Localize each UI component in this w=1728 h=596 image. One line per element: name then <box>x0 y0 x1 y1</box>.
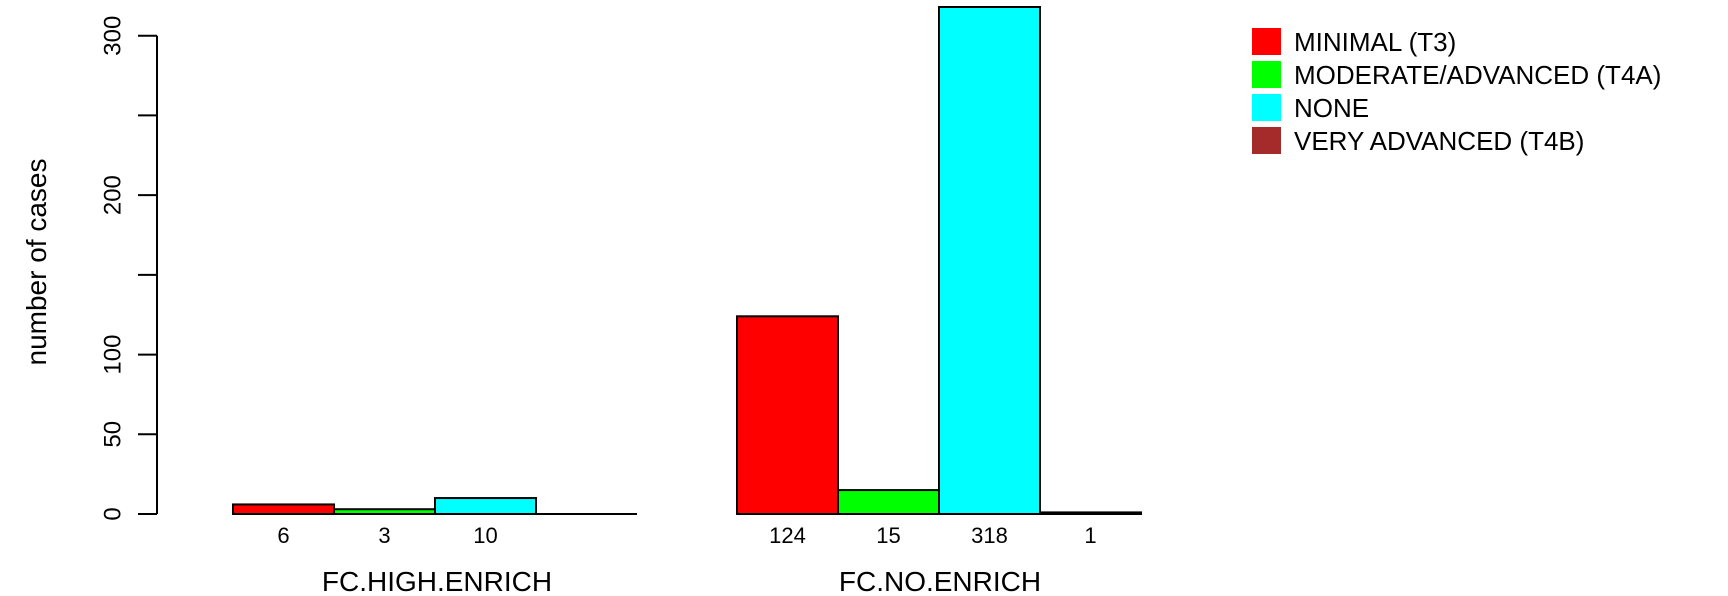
bar-value-label: 318 <box>971 523 1008 548</box>
legend-label: MODERATE/ADVANCED (T4A) <box>1294 60 1661 90</box>
legend-label: MINIMAL (T3) <box>1294 27 1456 57</box>
y-tick-label: 300 <box>99 16 126 56</box>
bar <box>434 497 537 516</box>
legend-item: MINIMAL (T3) <box>1252 27 1456 57</box>
bar-value-label: 6 <box>277 523 289 548</box>
y-axis-title: number of cases <box>21 159 52 366</box>
legend-label: VERY ADVANCED (T4B) <box>1294 126 1584 156</box>
y-tick-label: 100 <box>99 335 126 375</box>
bar-groups: 6 3 10 FC.HIGH.ENRICH 124 15 318 1 FC.NO.ENRICH <box>232 6 1142 596</box>
legend-swatch <box>1252 28 1281 55</box>
group-label: FC.NO.ENRICH <box>839 566 1041 596</box>
bar <box>938 6 1041 515</box>
y-tick-label: 0 <box>99 507 126 520</box>
bar-group: 6 3 10 FC.HIGH.ENRICH <box>232 497 637 596</box>
bar-value-label: 10 <box>473 523 497 548</box>
group-label: FC.HIGH.ENRICH <box>322 566 552 596</box>
bar <box>232 503 335 515</box>
bar <box>736 315 839 515</box>
legend-item: MODERATE/ADVANCED (T4A) <box>1252 60 1661 90</box>
legend-swatch <box>1252 127 1281 154</box>
legend: MINIMAL (T3)MODERATE/ADVANCED (T4A)NONEV… <box>1252 27 1661 156</box>
legend-swatch <box>1252 94 1281 121</box>
bar-group: 124 15 318 1 FC.NO.ENRICH <box>736 6 1142 596</box>
bar <box>333 508 436 515</box>
y-axis: 0 50 100 200 300 <box>99 16 158 521</box>
y-tick-label: 50 <box>99 421 126 448</box>
legend-item: VERY ADVANCED (T4B) <box>1252 126 1584 156</box>
bar-value-label: 3 <box>378 523 390 548</box>
legend-swatch <box>1252 61 1281 88</box>
bar-value-label: 15 <box>876 523 900 548</box>
bar-value-label: 1 <box>1084 523 1096 548</box>
legend-label: NONE <box>1294 93 1369 123</box>
legend-item: NONE <box>1252 93 1369 123</box>
bar <box>1039 511 1142 515</box>
bar-value-label: 124 <box>769 523 806 548</box>
y-tick-label: 200 <box>99 175 126 215</box>
bar <box>837 489 940 515</box>
